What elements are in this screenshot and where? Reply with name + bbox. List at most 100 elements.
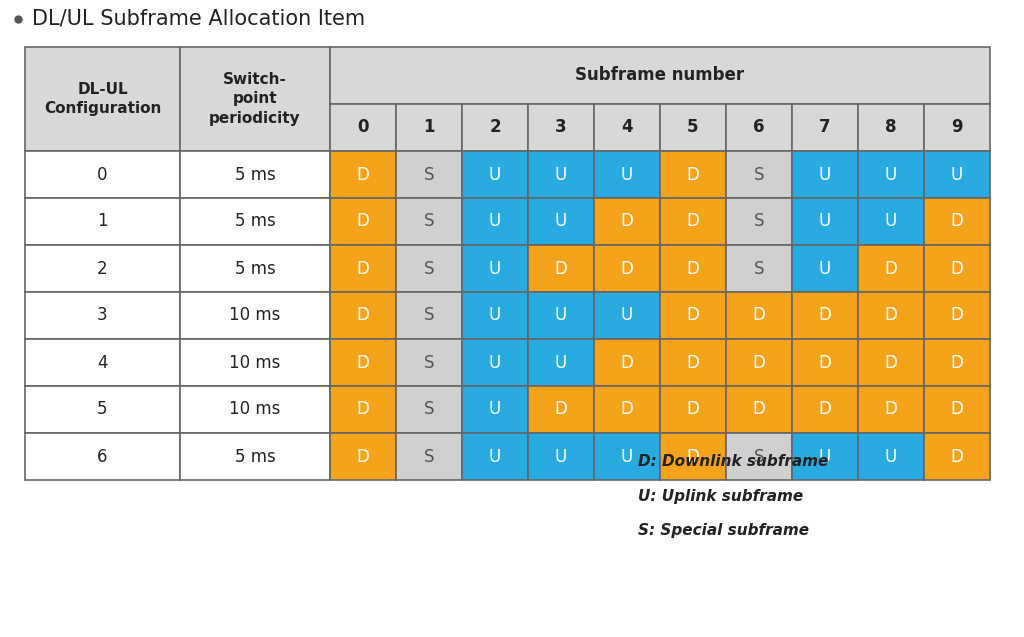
Bar bbox=[330, 339, 396, 386]
Bar bbox=[726, 339, 792, 386]
Text: S: S bbox=[424, 166, 434, 183]
Text: 10 ms: 10 ms bbox=[229, 401, 281, 419]
Bar bbox=[462, 104, 528, 151]
Bar bbox=[25, 433, 180, 480]
Bar bbox=[858, 292, 924, 339]
Text: D: D bbox=[753, 306, 765, 324]
Bar bbox=[330, 292, 396, 339]
Text: 4: 4 bbox=[622, 118, 633, 136]
Bar bbox=[25, 245, 180, 292]
Text: D: D bbox=[621, 354, 634, 371]
Text: 0: 0 bbox=[97, 166, 108, 183]
Bar bbox=[462, 198, 528, 245]
Text: U: U bbox=[555, 354, 567, 371]
Text: D: D bbox=[950, 306, 964, 324]
Bar bbox=[330, 47, 990, 104]
Text: D: D bbox=[686, 306, 699, 324]
Bar bbox=[792, 339, 858, 386]
Bar bbox=[924, 104, 990, 151]
Bar bbox=[330, 104, 396, 151]
Text: 5: 5 bbox=[687, 118, 698, 136]
Bar bbox=[858, 104, 924, 151]
Text: U: U bbox=[555, 213, 567, 231]
Text: U: U bbox=[555, 306, 567, 324]
Text: D: D bbox=[356, 401, 370, 419]
Text: Subframe number: Subframe number bbox=[575, 66, 744, 85]
Bar bbox=[858, 198, 924, 245]
Bar bbox=[396, 245, 462, 292]
Text: U: U bbox=[621, 448, 633, 466]
Text: 10 ms: 10 ms bbox=[229, 354, 281, 371]
Bar bbox=[528, 151, 594, 198]
Bar bbox=[858, 386, 924, 433]
Bar bbox=[594, 386, 660, 433]
Bar bbox=[924, 292, 990, 339]
Text: 5 ms: 5 ms bbox=[234, 448, 275, 466]
Bar bbox=[792, 433, 858, 480]
Bar bbox=[594, 339, 660, 386]
Bar bbox=[858, 339, 924, 386]
Bar bbox=[462, 386, 528, 433]
Bar bbox=[660, 339, 726, 386]
Text: 5 ms: 5 ms bbox=[234, 166, 275, 183]
Text: D: D bbox=[950, 213, 964, 231]
Text: D: D bbox=[885, 259, 897, 278]
Text: U: U bbox=[621, 306, 633, 324]
Text: S: S bbox=[754, 448, 764, 466]
Text: D: D bbox=[686, 354, 699, 371]
Bar bbox=[462, 339, 528, 386]
Text: 9: 9 bbox=[951, 118, 963, 136]
Bar bbox=[528, 339, 594, 386]
Bar bbox=[25, 198, 180, 245]
Text: U: U bbox=[488, 354, 501, 371]
Bar bbox=[924, 386, 990, 433]
Bar bbox=[528, 386, 594, 433]
Bar bbox=[25, 339, 180, 386]
Text: D: D bbox=[885, 401, 897, 419]
Text: S: S bbox=[424, 306, 434, 324]
Text: U: U bbox=[819, 166, 831, 183]
Text: U: U bbox=[885, 448, 897, 466]
Bar bbox=[396, 386, 462, 433]
Bar bbox=[180, 292, 330, 339]
Text: U: U bbox=[488, 448, 501, 466]
Text: 1: 1 bbox=[97, 213, 108, 231]
Text: S: S bbox=[424, 354, 434, 371]
Bar bbox=[924, 433, 990, 480]
Bar bbox=[396, 151, 462, 198]
Text: D: D bbox=[686, 448, 699, 466]
Bar bbox=[660, 292, 726, 339]
Text: D: D bbox=[686, 166, 699, 183]
Bar bbox=[528, 245, 594, 292]
Bar bbox=[594, 433, 660, 480]
Bar bbox=[792, 386, 858, 433]
Text: U: U bbox=[885, 213, 897, 231]
Bar bbox=[924, 339, 990, 386]
Bar bbox=[726, 104, 792, 151]
Bar bbox=[726, 198, 792, 245]
Bar bbox=[726, 245, 792, 292]
Text: 3: 3 bbox=[97, 306, 108, 324]
Bar bbox=[858, 433, 924, 480]
Text: 6: 6 bbox=[97, 448, 108, 466]
Text: U: U bbox=[555, 166, 567, 183]
Text: S: Special subframe: S: Special subframe bbox=[638, 522, 809, 538]
Bar bbox=[660, 386, 726, 433]
Text: U: U bbox=[885, 166, 897, 183]
Text: 5 ms: 5 ms bbox=[234, 213, 275, 231]
Text: D: D bbox=[555, 401, 567, 419]
Bar bbox=[594, 198, 660, 245]
Text: U: U bbox=[488, 401, 501, 419]
Bar bbox=[792, 245, 858, 292]
Bar bbox=[330, 433, 396, 480]
Text: 0: 0 bbox=[357, 118, 369, 136]
Text: S: S bbox=[424, 448, 434, 466]
Bar bbox=[330, 245, 396, 292]
Bar bbox=[180, 386, 330, 433]
Bar bbox=[330, 151, 396, 198]
Text: U: U bbox=[555, 448, 567, 466]
Text: D: D bbox=[885, 354, 897, 371]
Text: 7: 7 bbox=[819, 118, 830, 136]
Text: D: D bbox=[686, 401, 699, 419]
Text: S: S bbox=[424, 401, 434, 419]
